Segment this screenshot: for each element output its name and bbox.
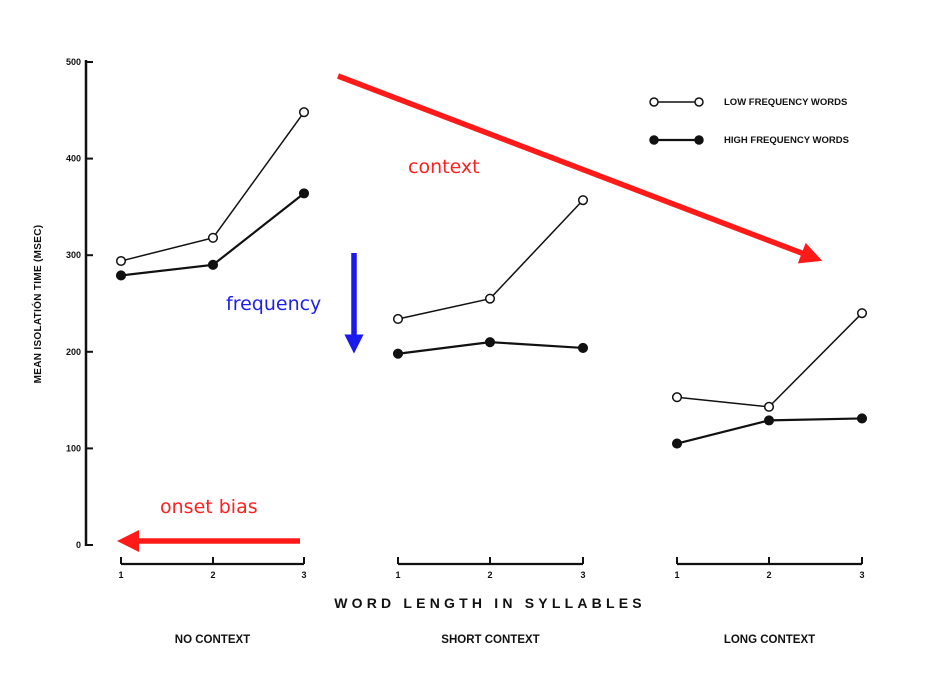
legend-label-low: LOW FREQUENCY WORDS <box>724 97 847 108</box>
low-frequency-point <box>484 293 496 304</box>
high-frequency-point <box>484 337 496 348</box>
x-tick-label-3: 3 <box>301 570 306 580</box>
high-frequency-point <box>298 188 310 199</box>
low-frequency-point <box>577 195 589 206</box>
x-tick-label-1: 1 <box>118 570 123 580</box>
legend-marker-low-start <box>649 97 659 107</box>
legend-marker-high-start <box>649 135 659 145</box>
high-frequency-point <box>577 342 589 353</box>
panel-2: 1 2 3 SHORT CONTEXT <box>392 195 589 646</box>
onset-bias-annotation: onset bias <box>160 496 258 518</box>
high-frequency-point <box>115 270 127 281</box>
x-tick-label-1: 1 <box>395 570 400 580</box>
x-tick-label-2: 2 <box>766 570 771 580</box>
x-tick-label-3: 3 <box>859 570 864 580</box>
low-frequency-point <box>392 313 404 325</box>
high-frequency-point <box>392 348 404 359</box>
x-tick-label-3: 3 <box>580 570 585 580</box>
x-axis-label: WORD LENGTH IN SYLLABLES <box>334 595 646 611</box>
panel-label: NO CONTEXT <box>175 634 250 646</box>
high-frequency-point <box>207 259 219 270</box>
y-tick-label-400: 400 <box>66 154 81 164</box>
y-tick-label-200: 200 <box>66 347 81 357</box>
low-frequency-line <box>676 312 863 408</box>
legend: LOW FREQUENCY WORDS HIGH FREQUENCY WORDS <box>649 97 849 146</box>
y-axis-label: MEAN ISOLATIÓN TIME (MSEC) <box>31 225 44 384</box>
context-arrow <box>337 73 823 264</box>
high-frequency-point <box>763 415 775 426</box>
legend-marker-low-end <box>694 97 704 107</box>
low-frequency-point <box>115 255 127 267</box>
legend-marker-high-end <box>694 135 704 145</box>
high-frequency-point <box>671 438 683 449</box>
x-tick-label-2: 2 <box>210 570 215 580</box>
panel-3: 1 2 3 LONG CONTEXT <box>671 308 868 646</box>
panel-label: SHORT CONTEXT <box>441 634 539 646</box>
x-tick-label-1: 1 <box>674 570 679 580</box>
y-tick-label-500: 500 <box>66 57 81 67</box>
low-frequency-point <box>298 107 310 118</box>
low-frequency-point <box>671 392 683 403</box>
x-tick-label-2: 2 <box>487 570 492 580</box>
low-frequency-point <box>763 401 775 412</box>
legend-label-high: HIGH FREQUENCY WORDS <box>724 135 849 146</box>
panels: 1 2 3 NO CONTEXT 1 2 3 SHORT CONTEXT 1 2 3 LONG CON… <box>115 107 868 646</box>
y-tick-label-0: 0 <box>76 540 81 550</box>
panel-1: 1 2 3 NO CONTEXT <box>115 107 310 646</box>
high-frequency-point <box>856 413 868 424</box>
annotations: context frequency onset bias <box>117 73 823 552</box>
context-annotation: context <box>408 156 480 178</box>
y-axis-ticks: 0 100 200 300 400 500 <box>66 57 93 550</box>
low-frequency-point <box>207 232 219 243</box>
low-frequency-point <box>856 308 868 319</box>
y-tick-label-100: 100 <box>66 443 81 453</box>
frequency-annotation: frequency <box>226 293 321 315</box>
y-tick-label-300: 300 <box>66 250 81 260</box>
panel-label: LONG CONTEXT <box>724 634 815 646</box>
